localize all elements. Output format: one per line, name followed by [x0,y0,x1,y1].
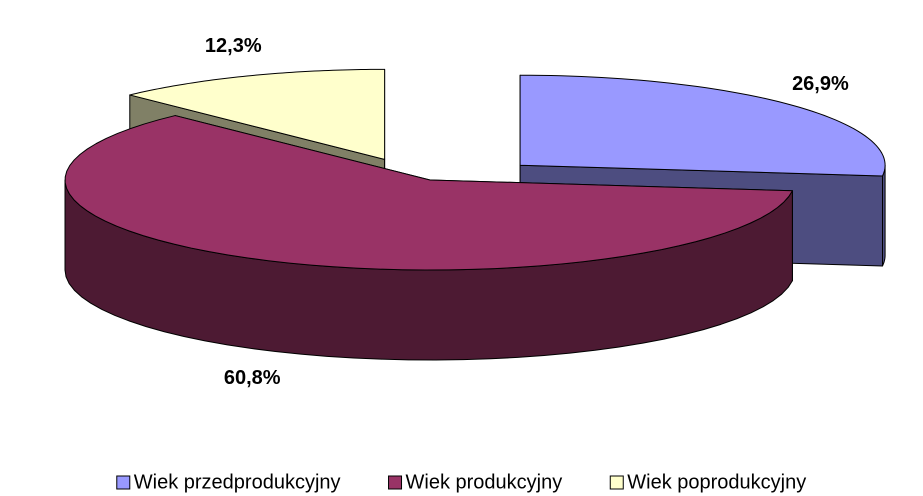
data-label: 12,3% [205,35,262,57]
data-label: 60,8% [224,367,281,389]
slice [519,74,886,177]
legend-label: Wiek poprodukcyjny [627,471,806,493]
legend-label: Wiek produkcyjny [406,471,563,493]
legend-swatch [116,475,131,490]
slice [64,115,793,271]
legend-swatch [388,475,403,490]
slice-side [882,164,886,267]
legend-label: Wiek przedprodukcyjny [134,471,341,493]
legend-swatch [609,475,624,490]
slice [129,68,386,160]
data-label: 26,9% [792,73,849,95]
